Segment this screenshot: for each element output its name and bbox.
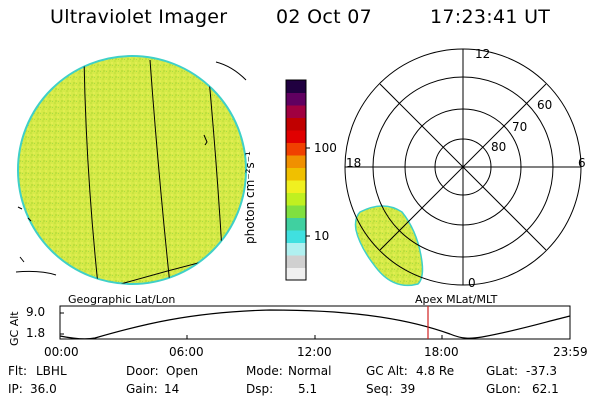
colorbar-swatch bbox=[286, 255, 306, 268]
colorbar-swatch bbox=[286, 192, 306, 206]
status-dsp-value: 5.1 bbox=[298, 382, 318, 396]
status-mode-value: Normal bbox=[288, 364, 332, 378]
altitude-xtick-1200: 12:00 bbox=[297, 345, 332, 359]
mlat-label-70: 70 bbox=[512, 120, 528, 134]
mlt-label-6: 6 bbox=[578, 156, 586, 170]
instrument-title: Ultraviolet Imager bbox=[50, 6, 228, 28]
status-glon-value: 62.1 bbox=[532, 382, 559, 396]
status-seq-key: Seq: bbox=[366, 382, 393, 396]
status-flt-value: LBHL bbox=[36, 364, 67, 378]
status-door-key: Door: bbox=[126, 364, 159, 378]
coast-segment bbox=[215, 61, 247, 81]
altitude-ylabel: GC Alt bbox=[8, 311, 21, 346]
altitude-xtick-2359: 23:59 bbox=[553, 345, 588, 359]
colorbar-swatch bbox=[286, 230, 306, 243]
mlt-label-0: 0 bbox=[468, 276, 476, 290]
status-glat-value: -37.3 bbox=[526, 364, 558, 378]
colorbar-swatch bbox=[286, 105, 306, 118]
status-ip-key: IP: bbox=[8, 382, 23, 396]
status-ip-value: 36.0 bbox=[30, 382, 57, 396]
status-dsp-key: Dsp: bbox=[246, 382, 274, 396]
mlt-label-18: 18 bbox=[346, 156, 362, 170]
status-mode-key: Mode: bbox=[246, 364, 283, 378]
status-door-value: Open bbox=[166, 364, 199, 378]
status-seq-value: 39 bbox=[400, 382, 416, 396]
status-gcalt-key: GC Alt: bbox=[366, 364, 408, 378]
colorbar-swatch bbox=[286, 205, 306, 218]
date-label: 02 Oct 07 bbox=[276, 6, 372, 28]
colorbar-swatch bbox=[286, 130, 306, 143]
altitude-xtick-0000: 00:00 bbox=[44, 345, 79, 359]
geo-image bbox=[15, 55, 247, 285]
colorbar-unit-label: photon cm⁻²s⁻¹ bbox=[243, 151, 257, 244]
status-gcalt-value: 4.8 Re bbox=[416, 364, 455, 378]
colorbar-tick-100: 100 bbox=[314, 141, 337, 155]
status-gain-value: 14 bbox=[164, 382, 180, 396]
colorbar-swatch bbox=[286, 80, 306, 93]
polar-panel-label: Apex MLat/MLT bbox=[415, 293, 498, 306]
colorbar-swatch bbox=[286, 155, 306, 168]
mlat-label-80: 80 bbox=[491, 140, 507, 154]
colorbar-swatch bbox=[286, 92, 306, 106]
altitude-plot bbox=[59, 305, 571, 340]
altitude-xtick-1800: 18:00 bbox=[424, 345, 459, 359]
colorbar bbox=[285, 79, 310, 281]
polar-plot bbox=[344, 48, 582, 287]
colorbar-swatch bbox=[286, 142, 306, 156]
status-flt-key: Flt: bbox=[8, 364, 27, 378]
mlt-label-12: 12 bbox=[475, 47, 491, 61]
status-glon-key: GLon: bbox=[486, 382, 521, 396]
colorbar-swatch bbox=[286, 117, 306, 131]
altitude-ytick-1: 1.8 bbox=[26, 326, 46, 340]
status-glat-key: GLat: bbox=[486, 364, 519, 378]
altitude-curve bbox=[59, 309, 571, 340]
colorbar-swatch bbox=[286, 217, 306, 231]
earth-disk bbox=[17, 55, 247, 285]
colorbar-swatch bbox=[286, 180, 306, 193]
aurora-region bbox=[354, 205, 424, 287]
time-label: 17:23:41 UT bbox=[430, 6, 551, 28]
colorbar-swatch bbox=[286, 242, 306, 256]
polar-grid bbox=[344, 48, 582, 286]
colorbar-tick-10: 10 bbox=[314, 229, 330, 243]
altitude-ytick-9: 9.0 bbox=[26, 305, 46, 319]
coast-segment-2 bbox=[15, 270, 57, 276]
colorbar-frame bbox=[285, 79, 307, 281]
altitude-xtick-0600: 06:00 bbox=[169, 345, 204, 359]
geo-panel-label: Geographic Lat/Lon bbox=[68, 293, 176, 306]
colorbar-swatch bbox=[286, 267, 306, 281]
mlat-label-60: 60 bbox=[537, 98, 553, 112]
colorbar-swatch bbox=[286, 167, 306, 181]
status-gain-key: Gain: bbox=[126, 382, 158, 396]
